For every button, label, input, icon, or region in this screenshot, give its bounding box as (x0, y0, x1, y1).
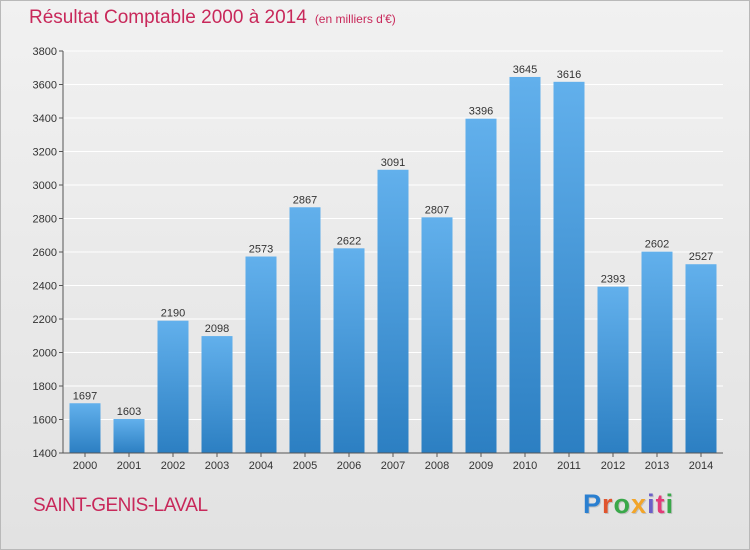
bar-value-label: 1697 (73, 390, 97, 402)
bar (157, 320, 189, 453)
bar-value-label: 1603 (117, 406, 141, 418)
bar-value-label: 2573 (249, 244, 273, 256)
x-tick-label: 2014 (689, 460, 713, 472)
bar (553, 81, 585, 453)
bar (113, 418, 145, 453)
bar (69, 403, 101, 453)
y-tick-label: 1600 (33, 415, 57, 427)
bar (465, 118, 497, 454)
bar-value-label: 2602 (645, 239, 669, 251)
y-tick-label: 1400 (33, 448, 57, 460)
proxiti-logo: Proxiti (583, 489, 674, 520)
y-tick-label: 2000 (33, 348, 57, 360)
axes: 1400 1600 1800 2000 2200 2400 2600 2800 3000 3200… (33, 46, 723, 472)
y-tick-label: 3400 (33, 113, 57, 125)
bars: 1697 1603 2190 2098 2573 2867 2622 3091 2807 3396… (69, 64, 717, 454)
logo-letter: P (583, 489, 603, 519)
y-tick-label: 2800 (33, 214, 57, 226)
x-tick-label: 2013 (645, 460, 669, 472)
x-tick-label: 2006 (337, 460, 361, 472)
x-tick-label: 2003 (205, 460, 229, 472)
bar-value-label: 2622 (337, 235, 361, 247)
bar (377, 169, 409, 453)
bar-value-label: 3091 (381, 157, 405, 169)
logo-letter: t (655, 489, 666, 519)
bar-value-label: 2867 (293, 194, 317, 206)
y-tick-label: 2200 (33, 314, 57, 326)
y-tick-label: 2600 (33, 247, 57, 259)
logo-letter: o (613, 489, 632, 519)
x-tick-label: 2002 (161, 460, 185, 472)
y-tick-label: 3200 (33, 147, 57, 159)
bar (597, 286, 629, 453)
x-tick-label: 2010 (513, 460, 537, 472)
x-tick-label: 2000 (73, 460, 97, 472)
city-name: SAINT-GENIS-LAVAL (33, 495, 208, 516)
bar (201, 336, 233, 453)
bar-value-label: 2393 (601, 274, 625, 286)
bar-value-label: 2098 (205, 323, 229, 335)
y-tick-label: 3800 (33, 46, 57, 58)
y-tick-label: 3600 (33, 80, 57, 92)
logo-letter: i (665, 489, 675, 519)
logo-letter: i (647, 489, 656, 519)
bar-value-label: 2807 (425, 204, 449, 216)
x-tick-label: 2008 (425, 460, 449, 472)
bar-value-label: 3645 (513, 64, 537, 76)
bar (245, 256, 277, 453)
y-tick-label: 2400 (33, 281, 57, 293)
logo-letter: x (631, 489, 648, 519)
bar-value-label: 3616 (557, 69, 581, 81)
bar (289, 207, 321, 453)
chart-subtitle: (en milliers d'€) (314, 12, 396, 26)
bar (333, 248, 365, 453)
bar (509, 76, 541, 454)
chart-title: Résultat Comptable 2000 à 2014 (en millie… (29, 7, 396, 29)
x-tick-label: 2007 (381, 460, 405, 472)
bar (641, 251, 673, 453)
x-tick-label: 2004 (249, 460, 273, 472)
bar (421, 217, 453, 453)
x-tick-label: 2009 (469, 460, 493, 472)
y-tick-label: 3000 (33, 180, 57, 192)
title-text: Résultat Comptable 2000 à 2014 (29, 7, 307, 28)
bar-value-label: 3396 (469, 106, 493, 118)
bar-value-label: 2190 (161, 308, 185, 320)
y-tick-label: 1800 (33, 381, 57, 393)
bar-value-label: 2527 (689, 251, 713, 263)
x-tick-label: 2012 (601, 460, 625, 472)
x-tick-label: 2011 (557, 460, 581, 472)
logo-letter: r (602, 489, 614, 519)
x-tick-label: 2001 (117, 460, 141, 472)
bar (685, 264, 717, 453)
x-tick-label: 2005 (293, 460, 317, 472)
